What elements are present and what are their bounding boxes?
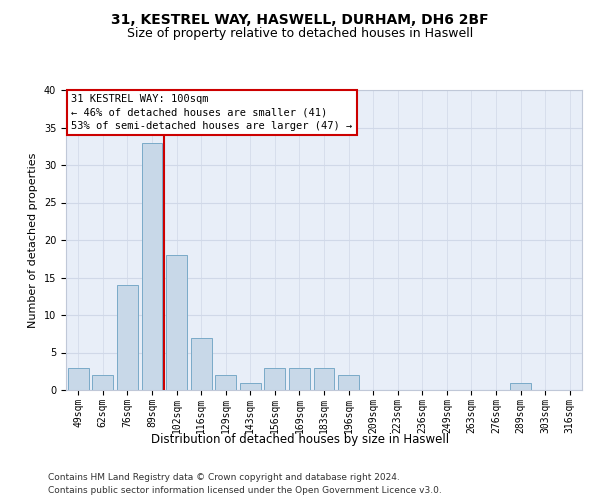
Bar [289, 368, 310, 390]
Text: Contains public sector information licensed under the Open Government Licence v3: Contains public sector information licen… [48, 486, 442, 495]
Bar [68, 368, 89, 390]
Bar [314, 368, 334, 390]
Text: Distribution of detached houses by size in Haswell: Distribution of detached houses by size … [151, 432, 449, 446]
Y-axis label: Number of detached properties: Number of detached properties [28, 152, 38, 328]
Bar [166, 255, 187, 390]
Bar [265, 368, 286, 390]
Bar [338, 375, 359, 390]
Text: 31 KESTREL WAY: 100sqm
← 46% of detached houses are smaller (41)
53% of semi-det: 31 KESTREL WAY: 100sqm ← 46% of detached… [71, 94, 352, 131]
Bar [117, 285, 138, 390]
Bar [191, 338, 212, 390]
Text: 31, KESTREL WAY, HASWELL, DURHAM, DH6 2BF: 31, KESTREL WAY, HASWELL, DURHAM, DH6 2B… [111, 12, 489, 26]
Bar [510, 382, 531, 390]
Text: Size of property relative to detached houses in Haswell: Size of property relative to detached ho… [127, 28, 473, 40]
Bar [92, 375, 113, 390]
Text: Contains HM Land Registry data © Crown copyright and database right 2024.: Contains HM Land Registry data © Crown c… [48, 472, 400, 482]
Bar [142, 142, 163, 390]
Bar [215, 375, 236, 390]
Bar [240, 382, 261, 390]
